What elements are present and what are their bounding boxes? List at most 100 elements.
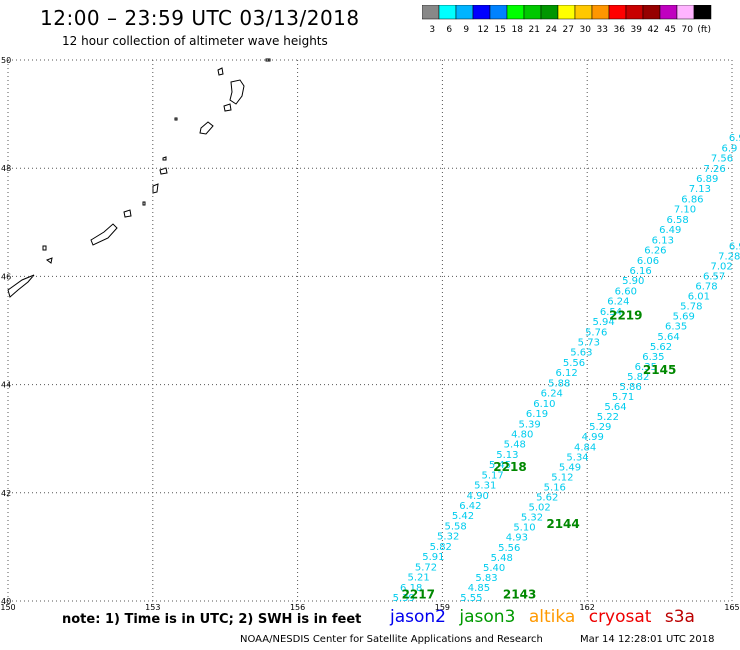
wave-height-value: 5.64 bbox=[657, 332, 679, 343]
wave-height-value: 5.86 bbox=[620, 382, 642, 393]
wave-height-value: 5.64 bbox=[604, 402, 626, 413]
satellite-jason3: jason3 bbox=[459, 607, 516, 627]
longitude-tick-label: 162 bbox=[580, 603, 595, 612]
longitude-tick-label: 153 bbox=[145, 603, 160, 612]
color-scale-label: 15 bbox=[494, 25, 505, 35]
color-scale-label: 42 bbox=[647, 25, 658, 35]
wave-height-value: 5.22 bbox=[597, 412, 619, 423]
color-scale-label: 45 bbox=[664, 25, 675, 35]
color-scale-label: 24 bbox=[545, 25, 557, 35]
wave-height-value: 7.28 bbox=[718, 251, 740, 262]
island-shape bbox=[229, 79, 245, 105]
longitude-tick-label: 159 bbox=[435, 603, 450, 612]
wave-height-value: 6.78 bbox=[695, 282, 717, 293]
wave-height-value: 4.84 bbox=[574, 442, 596, 453]
wave-height-value: 6.58 bbox=[666, 215, 688, 226]
satellite-s3a: s3a bbox=[664, 607, 695, 627]
generated-timestamp: Mar 14 12:28:01 UTC 2018 bbox=[580, 634, 715, 645]
wave-height-value: 6.18 bbox=[400, 583, 422, 594]
wave-height-value: 5.88 bbox=[548, 378, 570, 389]
wave-height-value: 6.9 bbox=[729, 241, 740, 252]
wave-height-value: 6.35 bbox=[635, 362, 657, 373]
color-scale-label: 6 bbox=[446, 25, 452, 35]
wave-height-value: 5.69 bbox=[673, 312, 695, 323]
wave-height-value: 7.02 bbox=[711, 261, 733, 272]
wave-height-value: 5.62 bbox=[536, 493, 558, 504]
wave-height-value: 6.24 bbox=[607, 297, 629, 308]
wave-height-value: 6.24 bbox=[541, 389, 563, 400]
wave-height-value: 7.13 bbox=[689, 184, 711, 195]
wave-height-value: 6.16 bbox=[629, 266, 651, 277]
coastline-outline bbox=[7, 58, 271, 298]
wave-height-value: 6.9 bbox=[729, 133, 740, 144]
map-subtitle: 12 hour collection of altimeter wave hei… bbox=[62, 34, 328, 48]
pass-number-label: 2144 bbox=[546, 517, 579, 531]
wave-height-value: 5.72 bbox=[415, 562, 437, 573]
wave-height-value: 5.94 bbox=[592, 317, 614, 328]
altimeter-tracks: 5.396.185.215.725.915.825.325.585.426.42… bbox=[393, 133, 740, 604]
color-scale-label: 39 bbox=[630, 25, 642, 35]
island-shape bbox=[90, 223, 118, 246]
wave-height-value: 4.80 bbox=[511, 429, 533, 440]
latitude-tick-label: 50 bbox=[1, 56, 11, 65]
wave-height-value: 5.21 bbox=[407, 573, 429, 584]
latitude-tick-label: 44 bbox=[1, 381, 11, 390]
wave-height-value: 4.93 bbox=[506, 533, 528, 544]
wave-height-value: 6.01 bbox=[688, 292, 710, 303]
color-scale-label: 33 bbox=[596, 25, 607, 35]
wave-height-value: 4.99 bbox=[582, 432, 604, 443]
wave-height-value: 5.13 bbox=[496, 450, 518, 461]
island-shape bbox=[199, 121, 214, 135]
island-shape bbox=[7, 274, 35, 298]
island-shape bbox=[217, 67, 224, 76]
wave-height-value: 5.55 bbox=[460, 593, 482, 604]
wave-height-value: 5.91 bbox=[422, 552, 444, 563]
wave-height-value: 5.02 bbox=[528, 503, 550, 514]
latitude-tick-label: 46 bbox=[1, 272, 11, 281]
wave-height-value: 5.73 bbox=[578, 338, 600, 349]
wave-height-value: 5.48 bbox=[504, 440, 526, 451]
color-scale-label: 27 bbox=[562, 25, 573, 35]
wave-height-value: 6.06 bbox=[637, 256, 659, 267]
wave-height-value: 5.63 bbox=[570, 348, 592, 359]
map-title: 12:00 – 23:59 UTC 03/13/2018 bbox=[40, 6, 360, 30]
wave-height-value: 5.39 bbox=[393, 593, 415, 604]
wave-height-value: 6.49 bbox=[659, 225, 681, 236]
longitude-tick-label: 165 bbox=[724, 603, 739, 612]
island-shape bbox=[142, 201, 146, 206]
wave-height-value: 6.42 bbox=[459, 501, 481, 512]
wave-height-value: 7.26 bbox=[703, 164, 725, 175]
pass-number-label: 2218 bbox=[493, 460, 526, 474]
color-scale-label: 21 bbox=[528, 25, 539, 35]
color-scale-label: 9 bbox=[463, 25, 469, 35]
wave-height-value: 6.86 bbox=[681, 194, 703, 205]
wave-height-value: 5.56 bbox=[498, 543, 520, 554]
wave-height-value: 6.26 bbox=[644, 246, 666, 257]
wave-height-value: 5.31 bbox=[474, 481, 496, 492]
pass-number-label: 2145 bbox=[643, 363, 676, 377]
island-shape bbox=[265, 58, 271, 62]
island-shape bbox=[159, 167, 168, 175]
wave-height-value: 5.32 bbox=[437, 532, 459, 543]
island-shape bbox=[174, 117, 178, 121]
wave-height-value: 6.60 bbox=[615, 286, 637, 297]
wave-height-value: 5.39 bbox=[518, 419, 540, 430]
color-swatch bbox=[693, 5, 712, 20]
island-shape bbox=[45, 257, 53, 264]
wave-height-value: 5.62 bbox=[650, 342, 672, 353]
wave-height-value: 6.13 bbox=[652, 235, 674, 246]
wave-height-value: 6.54 bbox=[600, 307, 622, 318]
island-shape bbox=[162, 156, 167, 161]
wave-height-value: 5.16 bbox=[544, 482, 566, 493]
wave-height-value: 5.12 bbox=[551, 472, 573, 483]
pass-number-label: 2219 bbox=[609, 309, 642, 323]
pass-number-labels: 2217 2218 2219 2143 2144 2145 bbox=[402, 309, 677, 602]
wave-height-value: 5.10 bbox=[513, 523, 535, 534]
wave-height-value: 5.34 bbox=[566, 452, 588, 463]
wave-height-value: 6.19 bbox=[526, 409, 548, 420]
wave-height-value: 5.42 bbox=[452, 511, 474, 522]
wave-height-value: 5.17 bbox=[481, 470, 503, 481]
color-scale-label: 12 bbox=[477, 25, 488, 35]
color-scale-label: 3 bbox=[429, 25, 435, 35]
